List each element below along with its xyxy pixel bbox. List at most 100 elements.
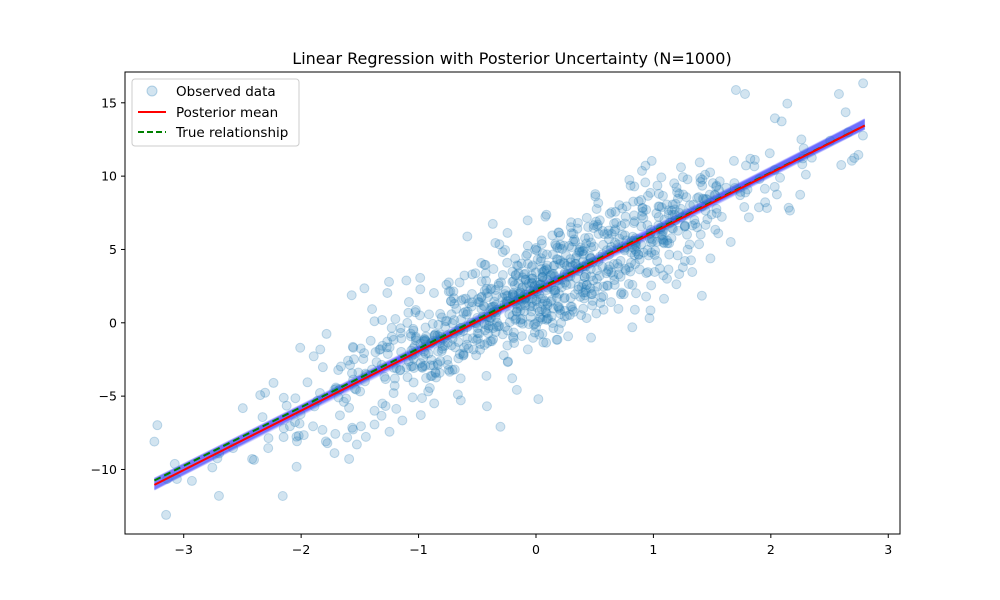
data-point <box>700 193 711 204</box>
data-point <box>657 230 668 241</box>
data-point <box>321 328 332 339</box>
data-point <box>797 159 808 170</box>
data-point <box>704 189 715 200</box>
data-point <box>543 313 554 324</box>
data-point <box>656 202 667 213</box>
data-point <box>428 287 439 298</box>
data-point <box>592 281 603 292</box>
data-point <box>410 333 421 344</box>
data-point <box>458 308 469 319</box>
data-point <box>609 279 620 290</box>
data-point <box>461 339 472 350</box>
data-point <box>591 216 602 227</box>
data-point <box>513 260 524 271</box>
data-point <box>672 250 683 261</box>
data-point <box>479 301 490 312</box>
data-point <box>713 228 724 239</box>
data-point <box>629 259 640 270</box>
data-point <box>497 247 508 258</box>
data-point <box>429 330 440 341</box>
data-point <box>609 218 620 229</box>
data-point <box>268 377 279 388</box>
data-point <box>472 322 483 333</box>
data-point <box>568 228 579 239</box>
data-point <box>358 354 369 365</box>
data-point <box>624 174 635 185</box>
data-point <box>347 341 358 352</box>
data-point <box>263 433 274 444</box>
data-point <box>458 348 469 359</box>
data-point <box>443 364 454 375</box>
data-point <box>615 255 626 266</box>
data-point <box>408 325 419 336</box>
data-point <box>284 421 295 432</box>
data-point <box>565 278 576 289</box>
data-point <box>395 364 406 375</box>
data-point <box>583 222 594 233</box>
data-point <box>606 297 617 308</box>
data-point <box>537 293 548 304</box>
data-point <box>598 239 609 250</box>
data-point <box>574 245 585 256</box>
data-point <box>579 272 590 283</box>
data-point <box>645 237 656 248</box>
data-point <box>858 78 869 89</box>
data-point <box>442 355 453 366</box>
data-point <box>555 230 566 241</box>
data-point <box>484 316 495 327</box>
data-point <box>512 303 523 314</box>
data-point <box>534 306 545 317</box>
data-point <box>580 287 591 298</box>
data-point <box>375 344 386 355</box>
data-point <box>481 275 492 286</box>
data-point <box>481 283 492 294</box>
data-point <box>509 290 520 301</box>
data-point <box>517 313 528 324</box>
data-point <box>728 155 739 166</box>
data-point <box>442 337 453 348</box>
data-point <box>510 269 521 280</box>
data-point <box>575 291 586 302</box>
data-point <box>308 351 319 362</box>
data-point <box>479 319 490 330</box>
data-point <box>616 287 627 298</box>
data-point <box>555 308 566 319</box>
legend-box <box>131 78 300 147</box>
data-point <box>592 219 603 230</box>
data-point <box>507 331 518 342</box>
data-point <box>495 421 506 432</box>
data-point <box>833 89 844 99</box>
data-point <box>618 289 629 300</box>
data-point <box>628 217 639 228</box>
data-point <box>625 180 636 191</box>
data-point <box>617 229 628 240</box>
data-point <box>798 143 809 154</box>
posterior-sample-line <box>154 119 866 480</box>
data-point <box>590 191 601 202</box>
data-point <box>581 280 592 291</box>
data-point <box>389 380 400 391</box>
data-point <box>636 195 647 206</box>
data-point <box>426 371 437 382</box>
data-point <box>614 200 625 211</box>
data-point <box>559 240 570 251</box>
data-point <box>365 335 376 346</box>
data-point <box>576 281 587 292</box>
data-point <box>565 257 576 268</box>
data-point <box>449 298 460 309</box>
data-point <box>606 207 617 218</box>
data-point <box>642 190 653 201</box>
data-point <box>552 301 563 312</box>
data-point <box>619 218 630 229</box>
data-point <box>631 246 642 257</box>
data-point <box>320 436 331 447</box>
data-point <box>294 418 305 429</box>
data-point <box>500 244 511 255</box>
data-point <box>494 320 505 331</box>
data-point <box>420 322 431 333</box>
data-point <box>647 236 658 247</box>
data-point <box>667 199 678 210</box>
data-point <box>345 359 356 370</box>
data-point <box>697 174 708 185</box>
data-point <box>374 344 385 355</box>
